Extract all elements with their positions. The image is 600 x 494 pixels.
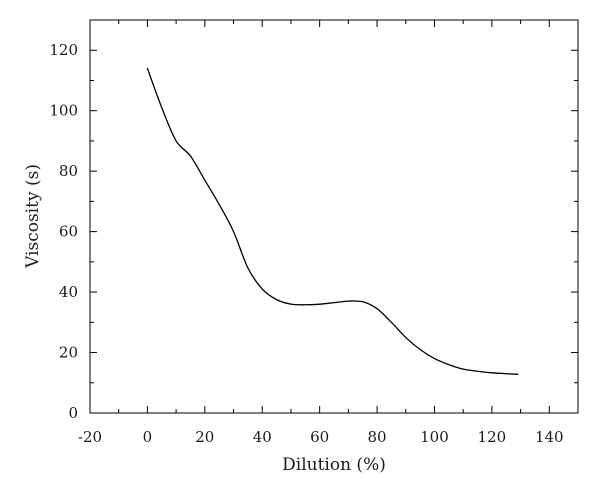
y-tick-label: 100 bbox=[49, 102, 78, 120]
viscosity-series-line bbox=[146, 67, 519, 375]
y-tick-label: 0 bbox=[68, 404, 78, 422]
y-tick-label: 60 bbox=[59, 223, 78, 241]
x-tick-label: 40 bbox=[253, 428, 272, 446]
series-group bbox=[146, 67, 519, 375]
x-axis-title: Dilution (%) bbox=[282, 455, 386, 475]
x-tick-label: 20 bbox=[195, 428, 214, 446]
x-tick-label: 140 bbox=[535, 428, 564, 446]
x-tick-label: -20 bbox=[78, 428, 102, 446]
y-tick-label: 20 bbox=[59, 344, 78, 362]
x-tick-label: 80 bbox=[368, 428, 387, 446]
y-axis-title: Viscosity (s) bbox=[23, 164, 43, 269]
x-tick-label: 120 bbox=[478, 428, 507, 446]
y-tick-label: 40 bbox=[59, 283, 78, 301]
y-tick-label: 120 bbox=[49, 41, 78, 59]
y-tick-labels: 0 20 40 60 80 100 120 bbox=[49, 41, 78, 422]
x-tick-label: 60 bbox=[310, 428, 329, 446]
x-tick-label: 0 bbox=[143, 428, 153, 446]
x-tick-label: 100 bbox=[420, 428, 449, 446]
x-tick-labels: -20 0 20 40 60 80 100 120 140 bbox=[78, 428, 564, 446]
plot-frame bbox=[89, 19, 579, 414]
axis-ticks bbox=[89, 19, 579, 414]
y-tick-label: 80 bbox=[59, 162, 78, 180]
